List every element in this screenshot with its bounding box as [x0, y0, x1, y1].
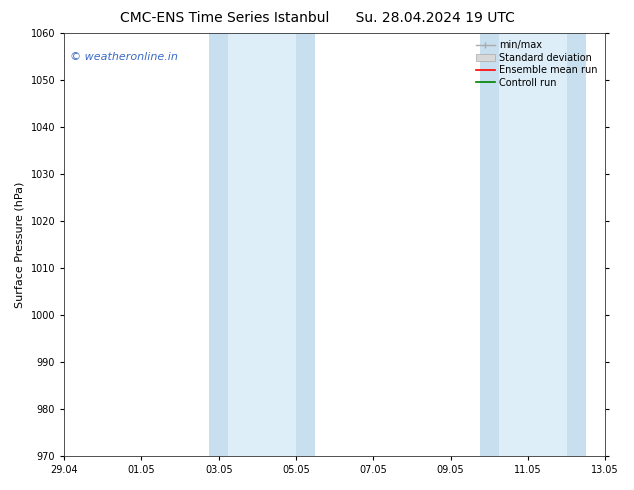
Legend: min/max, Standard deviation, Ensemble mean run, Controll run: min/max, Standard deviation, Ensemble me…	[473, 38, 600, 91]
Bar	[209, 33, 228, 456]
Bar	[228, 33, 296, 456]
Bar	[499, 33, 567, 456]
Text: CMC-ENS Time Series Istanbul      Su. 28.04.2024 19 UTC: CMC-ENS Time Series Istanbul Su. 28.04.2…	[120, 11, 514, 25]
Text: © weatheronline.in: © weatheronline.in	[70, 52, 178, 62]
Bar	[296, 33, 315, 456]
Bar	[567, 33, 586, 456]
Bar	[479, 33, 499, 456]
Y-axis label: Surface Pressure (hPa): Surface Pressure (hPa)	[15, 181, 25, 308]
